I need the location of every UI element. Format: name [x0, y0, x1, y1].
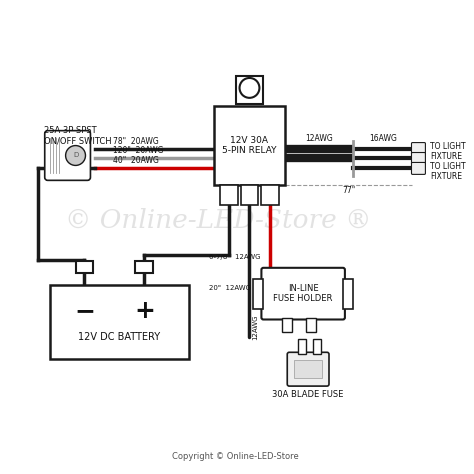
Text: TO LIGHT
FIXTURE: TO LIGHT FIXTURE [430, 142, 466, 161]
Text: 120"  20AWG: 120" 20AWG [113, 146, 164, 155]
Text: 30A BLADE FUSE: 30A BLADE FUSE [273, 390, 344, 399]
Text: 25A 3P SPST
ON/OFF SWITCH: 25A 3P SPST ON/OFF SWITCH [44, 126, 111, 145]
FancyBboxPatch shape [261, 268, 345, 319]
Text: +: + [134, 299, 155, 323]
Text: TO LIGHT
FIXTURE: TO LIGHT FIXTURE [430, 162, 466, 181]
Bar [283, 318, 292, 332]
Bar [240, 185, 258, 205]
FancyBboxPatch shape [411, 163, 425, 174]
Text: 6-7/8"  12AWG: 6-7/8" 12AWG [209, 254, 260, 260]
Text: 12V DC BATTERY: 12V DC BATTERY [78, 332, 160, 342]
Text: Copyright © Online-LED-Store: Copyright © Online-LED-Store [172, 452, 299, 461]
Bar [219, 185, 237, 205]
Circle shape [65, 146, 85, 165]
FancyBboxPatch shape [236, 76, 264, 104]
Text: 78"  20AWG: 78" 20AWG [113, 137, 159, 146]
Bar [313, 339, 321, 354]
Text: 12AWG: 12AWG [253, 315, 258, 340]
Text: 77": 77" [342, 186, 356, 195]
Bar [294, 360, 322, 378]
Bar [306, 318, 316, 332]
Text: −: − [74, 299, 95, 323]
Bar [261, 185, 279, 205]
Text: 16AWG: 16AWG [369, 134, 397, 143]
Bar [214, 106, 285, 185]
Bar [343, 279, 353, 309]
Circle shape [239, 78, 259, 98]
FancyBboxPatch shape [411, 143, 425, 155]
Text: D: D [73, 153, 78, 158]
Text: IN-LINE
FUSE HOLDER: IN-LINE FUSE HOLDER [273, 284, 333, 303]
Bar [50, 285, 189, 359]
Text: 20"  12AWG: 20" 12AWG [209, 285, 251, 291]
FancyBboxPatch shape [287, 352, 329, 386]
Text: 12V 30A
5-PIN RELAY: 12V 30A 5-PIN RELAY [222, 136, 277, 155]
Bar [254, 279, 264, 309]
FancyBboxPatch shape [45, 131, 91, 180]
FancyBboxPatch shape [411, 153, 425, 164]
Text: © Online-LED-Store ®: © Online-LED-Store ® [65, 208, 372, 233]
Text: 40"  20AWG: 40" 20AWG [113, 156, 159, 165]
Bar [298, 339, 306, 354]
Bar [136, 261, 153, 273]
Bar [75, 261, 93, 273]
Text: 12AWG: 12AWG [305, 134, 333, 143]
